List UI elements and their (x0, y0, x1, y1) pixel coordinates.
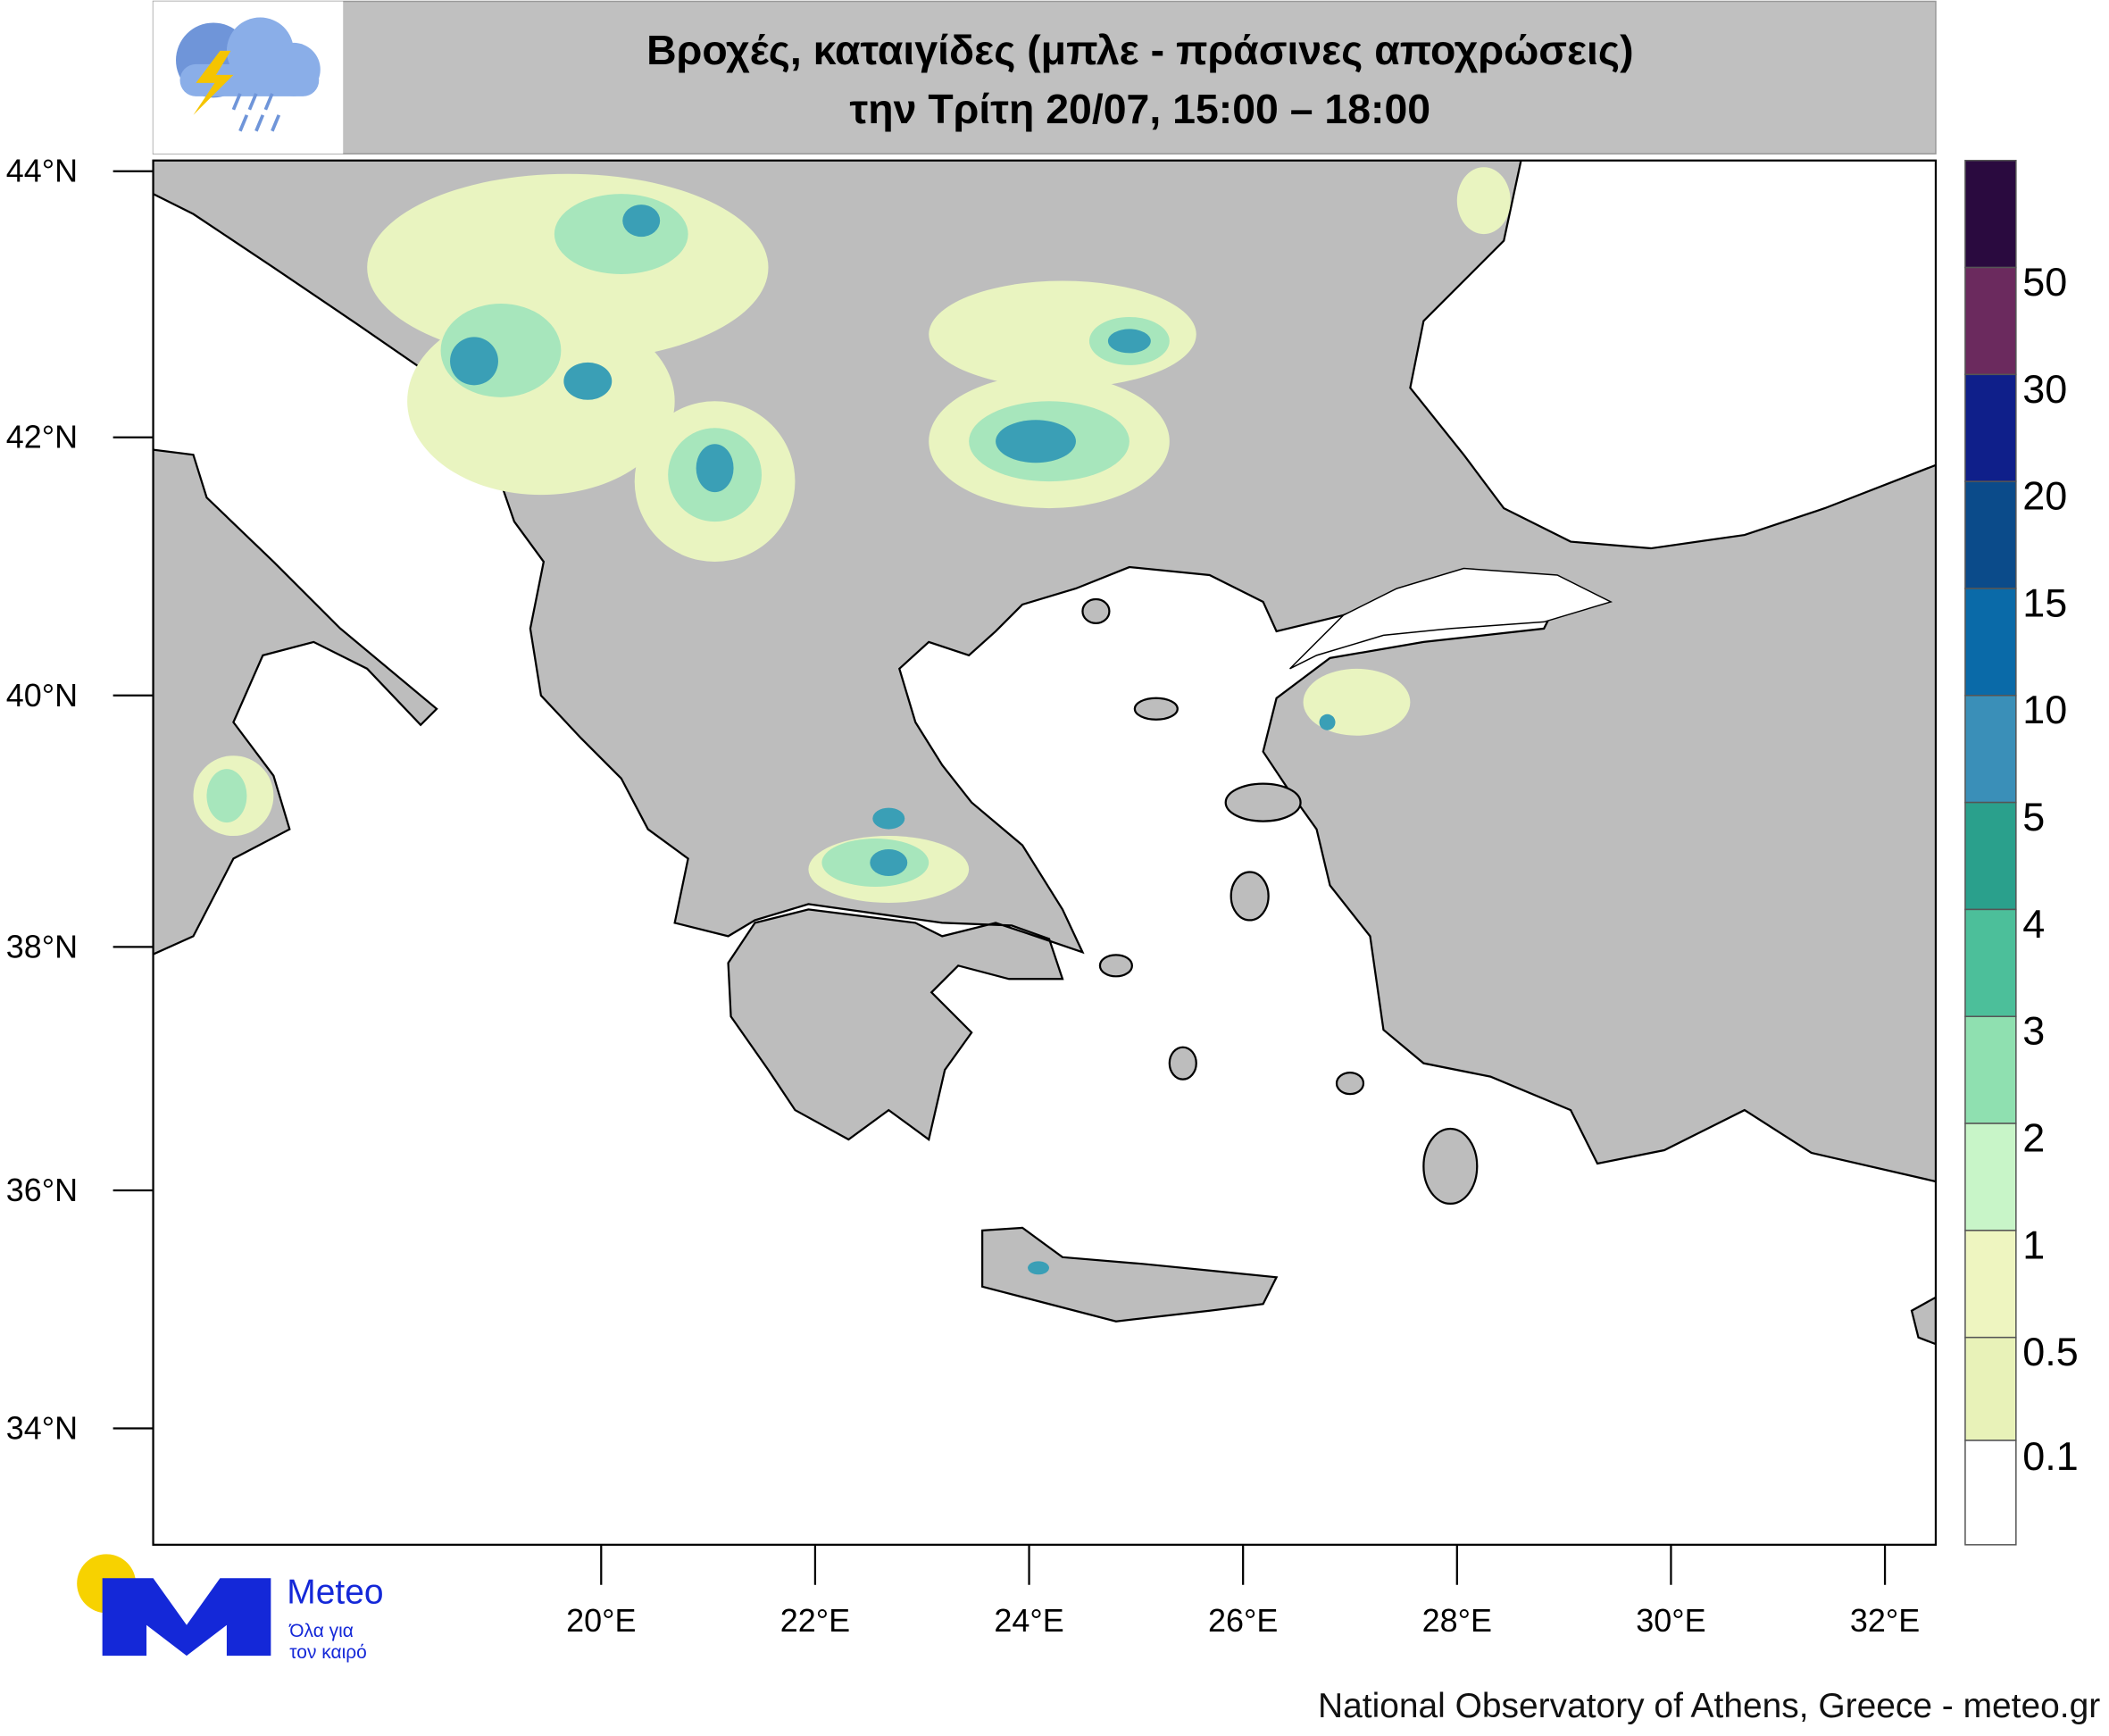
lon-label: 22°E (780, 1602, 850, 1639)
lat-label: 42°N (6, 419, 78, 455)
lat-label: 38°N (6, 928, 78, 964)
island (1230, 871, 1270, 922)
color-box (1964, 1230, 2017, 1339)
lat-label: 40°N (6, 677, 78, 714)
title-line: την Τρίτη 20/07, 15:00 – 18:00 (850, 86, 1431, 132)
logo-tagline: τον καιρό (289, 1642, 367, 1663)
precipitation (193, 167, 1511, 1275)
color-box (1964, 1336, 2017, 1441)
logo-tagline: Όλα για (288, 1621, 354, 1641)
meteo-logo: Meteo Όλα για τον καιρό (77, 1554, 384, 1663)
legend-label: 0.5 (2022, 1329, 2078, 1374)
footer: National Observatory of Athens, Greece -… (1318, 1687, 2100, 1725)
sea-marmara (1289, 567, 1613, 670)
lat-label: 34°N (6, 1410, 78, 1447)
island (1081, 597, 1111, 625)
colorbar (1964, 159, 2017, 1546)
legend-label: 2 (2022, 1115, 2045, 1161)
lon-label: 30°E (1636, 1602, 1705, 1639)
island (1224, 782, 1302, 822)
legend-label: 1 (2022, 1222, 2045, 1267)
logo-name: Meteo (287, 1573, 383, 1612)
color-box (1964, 1123, 2017, 1231)
island (1422, 1127, 1479, 1206)
color-box (1964, 1440, 2017, 1546)
legend-label: 0.1 (2022, 1433, 2078, 1479)
legend-label: 50 (2022, 259, 2067, 305)
legend-label: 3 (2022, 1008, 2045, 1054)
land-crete (981, 1226, 1279, 1323)
lon-label: 24°E (994, 1602, 1063, 1639)
legend-label: 4 (2022, 901, 2045, 947)
lat-label: 36°N (6, 1172, 78, 1208)
title-line: Βροχές, καταιγίδες (μπλε - πράσινες αποχ… (646, 27, 1633, 73)
legend-label: 5 (2022, 794, 2045, 839)
header-bar (152, 0, 1937, 154)
legend-label: 20 (2022, 473, 2067, 519)
island (1168, 1046, 1197, 1081)
color-box (1964, 588, 2017, 697)
island (1133, 697, 1179, 721)
color-box (1964, 373, 2017, 482)
lon-label: 28°E (1422, 1602, 1492, 1639)
legend-label: 15 (2022, 580, 2067, 625)
map-frame (152, 159, 1938, 1546)
land-turkey-se (1910, 1296, 1936, 1346)
color-box (1964, 695, 2017, 804)
lon-label: 20°E (566, 1602, 636, 1639)
weather-icon (176, 17, 321, 132)
color-box (1964, 1015, 2017, 1124)
color-box (1964, 159, 2017, 269)
lat-label: 44°N (6, 153, 78, 189)
island (1335, 1072, 1365, 1096)
color-box (1964, 266, 2017, 376)
lon-label: 26°E (1208, 1602, 1278, 1639)
lon-label: 32°E (1850, 1602, 1920, 1639)
color-box (1964, 480, 2017, 589)
legend-label: 30 (2022, 366, 2067, 412)
color-box (1964, 908, 2017, 1017)
map: 44°N 42°N 40°N 38°N 36°N 34°N 20°E 22°E … (6, 153, 1938, 1639)
island (1098, 954, 1133, 978)
color-box (1964, 801, 2017, 911)
legend-label: 10 (2022, 687, 2067, 732)
